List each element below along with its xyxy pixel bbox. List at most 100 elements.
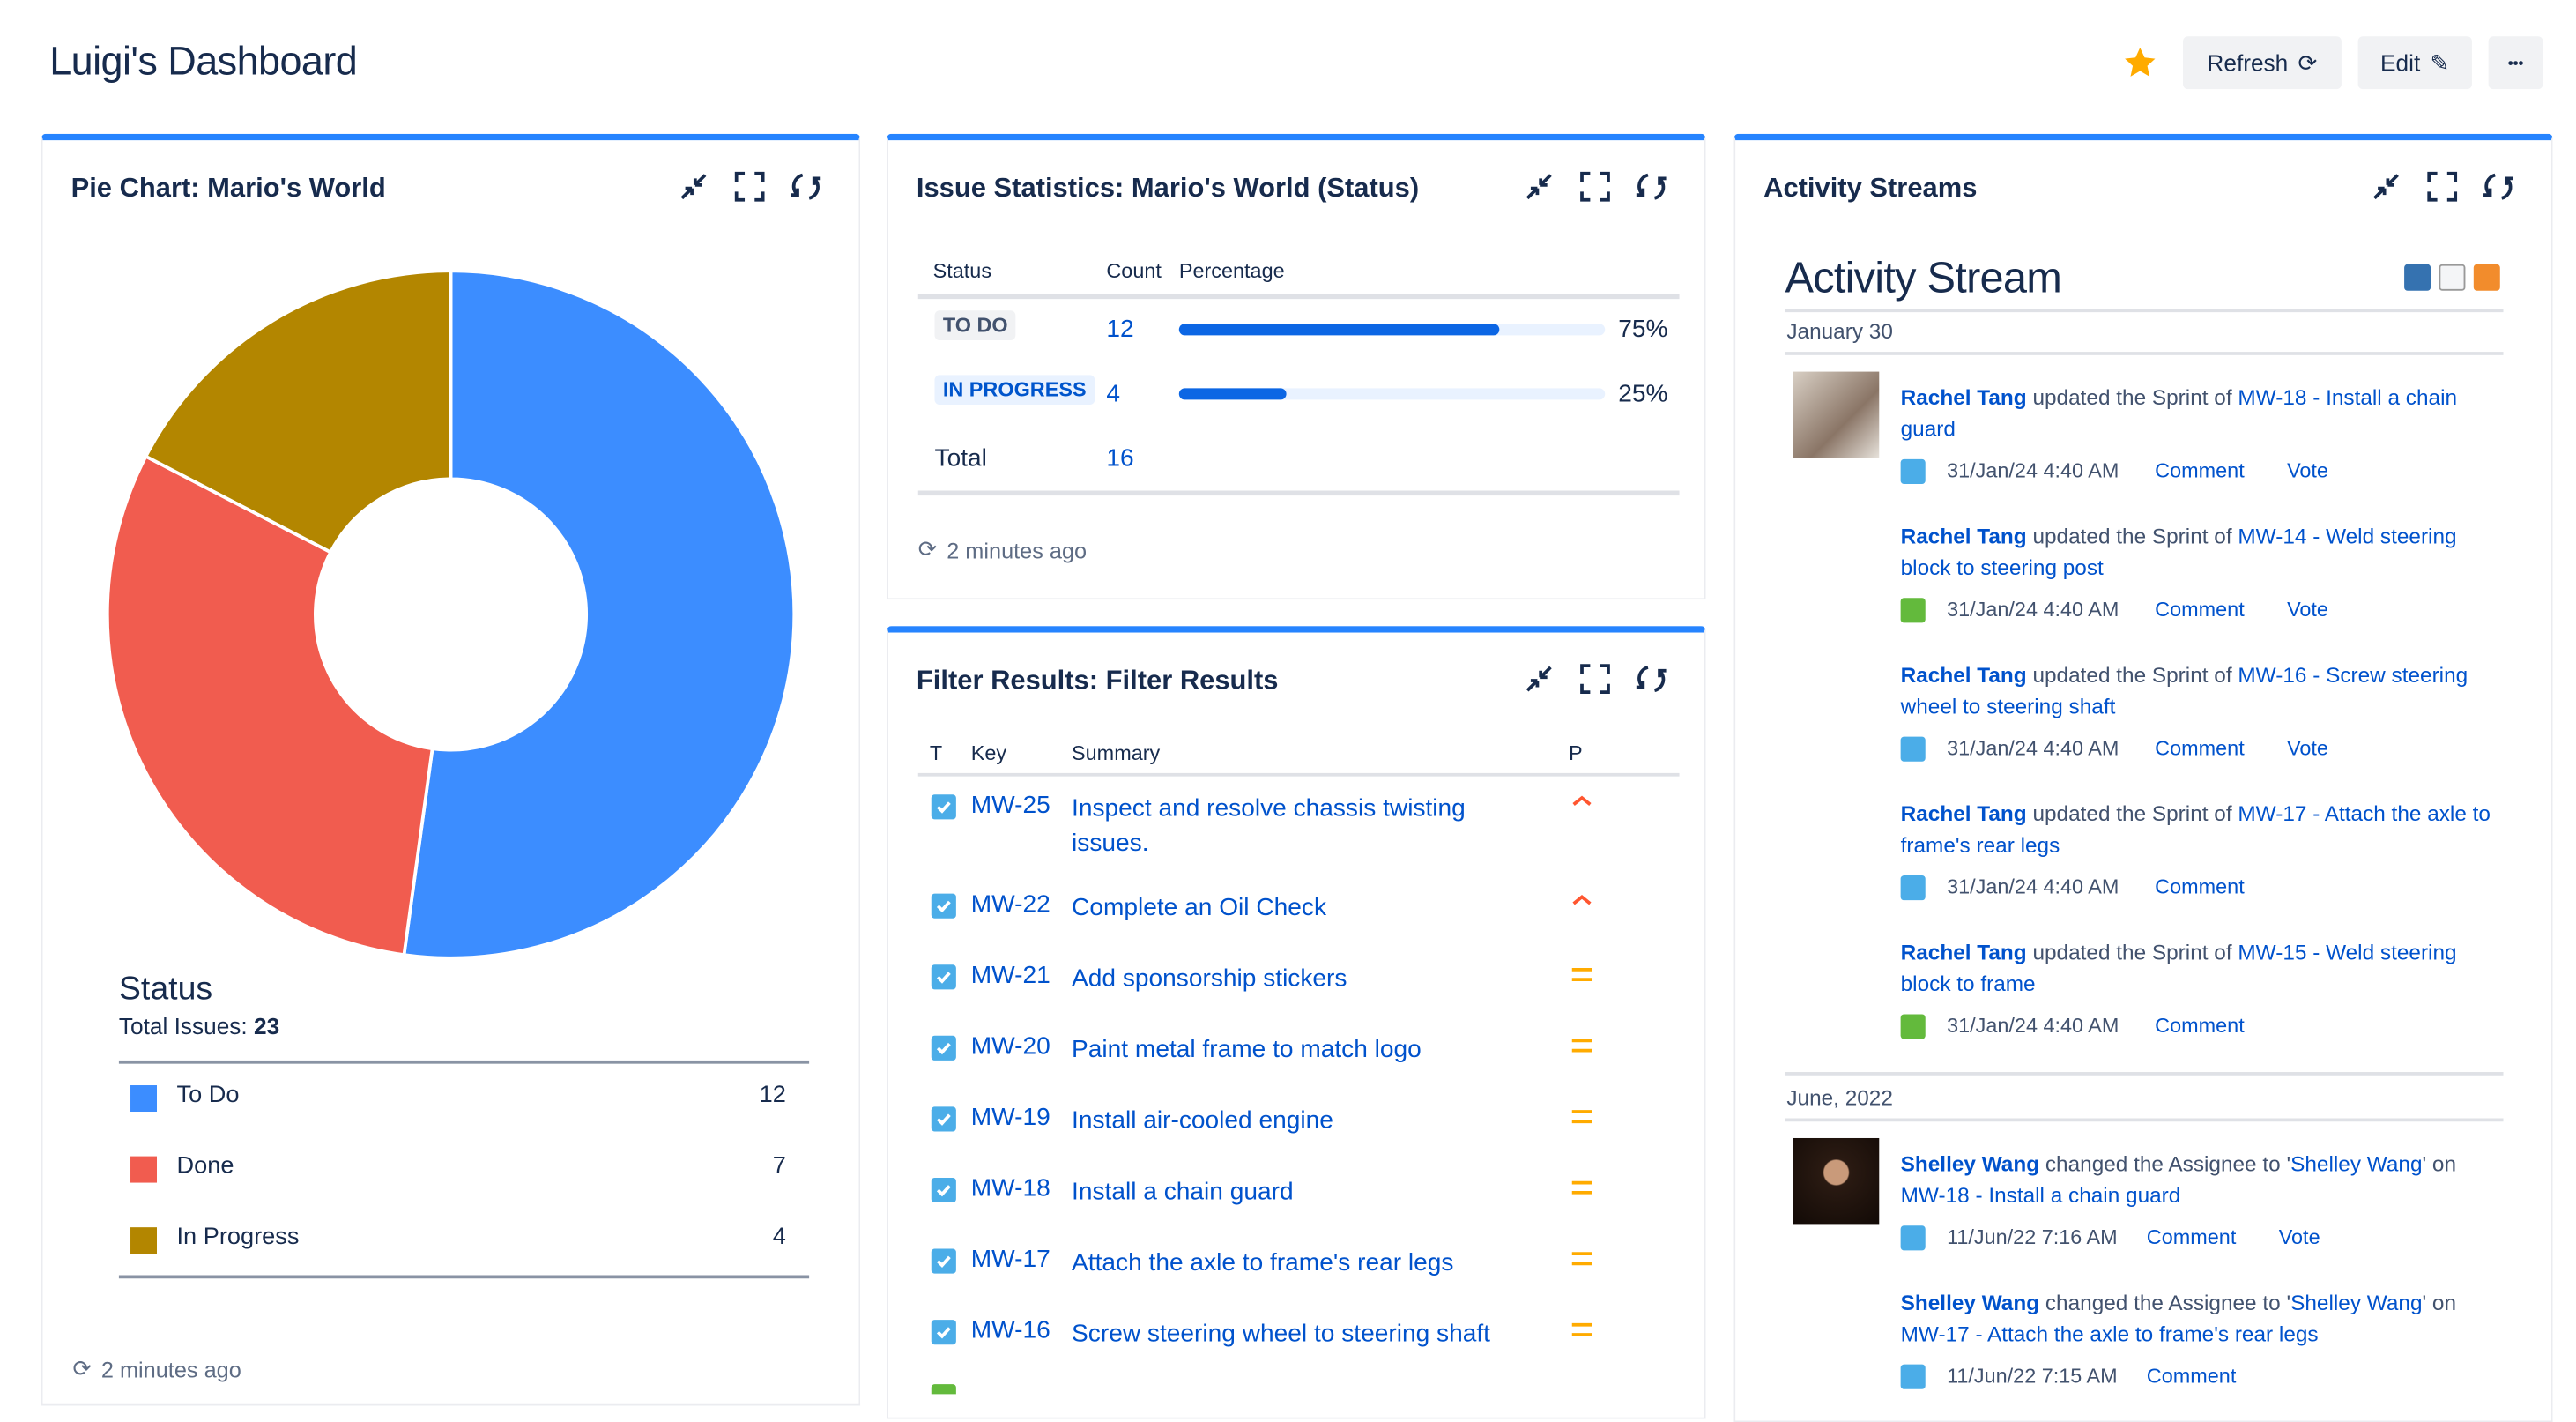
count-link[interactable]: 12 — [1106, 315, 1134, 344]
issue-link[interactable]: MW-18 - Install a chain guard — [1900, 1182, 2181, 1208]
assignee-link[interactable]: Shelley Wang — [2290, 1150, 2423, 1177]
task-icon — [931, 794, 956, 820]
comment-link[interactable]: Comment — [2155, 875, 2245, 899]
panel-controls — [1523, 662, 1668, 695]
comment-link[interactable]: Comment — [2155, 736, 2245, 760]
legend-item[interactable]: To Do 12 — [119, 1082, 809, 1114]
maximize-icon[interactable] — [1578, 170, 1611, 203]
minimize-icon[interactable] — [2370, 170, 2402, 203]
issue-link[interactable]: MW-17 - Attach the axle to frame's rear … — [1900, 800, 2491, 858]
issue-summary[interactable]: Screw steering wheel to steering shaft — [1072, 1320, 1490, 1348]
user-link[interactable]: Rachel Tang — [1900, 940, 2027, 965]
comment-link[interactable]: Comment — [2146, 1364, 2237, 1388]
count-link[interactable]: 4 — [1106, 379, 1121, 408]
issue-link[interactable]: MW-16 - Screw steering wheel to steering… — [1900, 662, 2468, 719]
user-link[interactable]: Shelley Wang — [1900, 1290, 2040, 1315]
panel-title: Pie Chart: Mario's World — [71, 173, 386, 204]
task-icon — [1900, 1364, 1926, 1389]
column-header: Count — [1106, 259, 1162, 283]
user-link[interactable]: Rachel Tang — [1900, 800, 2027, 826]
comment-link[interactable]: Comment — [2146, 1225, 2237, 1249]
pencil-icon: ✎ — [2430, 48, 2450, 76]
full-view-icon[interactable] — [2404, 264, 2431, 291]
issue-key[interactable]: MW-21 — [970, 961, 1050, 990]
vote-link[interactable]: Vote — [2287, 458, 2328, 483]
issue-link[interactable]: MW-15 - Weld steering block to frame — [1900, 940, 2457, 996]
comment-link[interactable]: Comment — [2155, 598, 2245, 622]
status-badge[interactable]: TO DO — [934, 310, 1016, 340]
issue-key[interactable]: MW-25 — [970, 791, 1050, 820]
issue-summary[interactable]: Add sponsorship stickers — [1072, 964, 1347, 994]
panel-controls — [677, 170, 822, 203]
issue-summary[interactable]: Install air-cooled engine — [1072, 1106, 1333, 1135]
maximize-icon[interactable] — [2425, 170, 2458, 203]
pie-slice-done[interactable] — [106, 454, 434, 957]
user-link[interactable]: Shelley Wang — [1900, 1150, 2040, 1177]
minimize-icon[interactable] — [1523, 170, 1555, 203]
avatar[interactable] — [1793, 371, 1880, 458]
task-icon — [931, 893, 956, 919]
legend-item[interactable]: In Progress 4 — [119, 1224, 809, 1256]
updated-time: ⟳ 2 minutes ago — [72, 1356, 241, 1382]
issue-summary[interactable]: Paint metal frame to match logo — [1072, 1035, 1422, 1064]
refresh-icon[interactable] — [1635, 170, 1667, 203]
user-link[interactable]: Rachel Tang — [1900, 384, 2027, 410]
percent-label: 75% — [1618, 315, 1668, 344]
panel-title: Issue Statistics: Mario's World (Status) — [916, 173, 1420, 204]
issue-summary[interactable]: Inspect and resolve chassis twisting iss… — [1072, 794, 1466, 858]
panel-title: Activity Streams — [1763, 173, 1978, 204]
issue-summary[interactable]: Attach the axle to frame's rear legs — [1072, 1248, 1454, 1277]
task-icon — [931, 1106, 956, 1132]
vote-link[interactable]: Vote — [2287, 598, 2328, 622]
issue-key[interactable]: MW-17 — [970, 1245, 1050, 1274]
issue-key[interactable]: MW-16 — [970, 1316, 1050, 1345]
issue-key[interactable]: MW-19 — [970, 1103, 1050, 1132]
issue-link[interactable]: MW-18 - Install a chain guard — [1900, 384, 2458, 442]
comment-link[interactable]: Comment — [2155, 1014, 2245, 1038]
legend-swatch — [130, 1227, 158, 1254]
maximize-icon[interactable] — [733, 170, 766, 203]
priority-medium-icon — [1571, 1322, 1592, 1336]
updated-text: 2 minutes ago — [100, 1357, 241, 1382]
issue-link[interactable]: MW-17 - Attach the axle to frame's rear … — [1900, 1321, 2319, 1347]
vote-link[interactable]: Vote — [2287, 736, 2328, 760]
task-icon — [931, 1320, 956, 1345]
minimize-icon[interactable] — [1523, 662, 1555, 695]
user-link[interactable]: Rachel Tang — [1900, 662, 2027, 688]
total-link[interactable]: 16 — [1106, 444, 1134, 473]
issue-summary[interactable]: Complete an Oil Check — [1072, 893, 1327, 922]
issue-link[interactable]: MW-14 - Weld steering block to steering … — [1900, 523, 2457, 580]
refresh-icon[interactable] — [790, 170, 822, 203]
refresh-button[interactable]: Refresh ⟳ — [2183, 36, 2342, 90]
more-button[interactable]: ••• — [2488, 36, 2543, 90]
legend-item[interactable]: Done 7 — [119, 1153, 809, 1186]
issue-key[interactable]: MW-20 — [970, 1032, 1050, 1061]
list-view-icon[interactable] — [2439, 264, 2466, 291]
assignee-link[interactable]: Shelley Wang — [2290, 1290, 2423, 1315]
vote-link[interactable]: Vote — [2278, 1225, 2320, 1249]
issue-key[interactable]: MW-18 — [970, 1174, 1050, 1203]
column-header: P — [1569, 741, 1583, 765]
rss-icon[interactable] — [2473, 264, 2500, 291]
edit-button[interactable]: Edit ✎ — [2357, 36, 2472, 90]
edit-label: Edit — [2380, 49, 2421, 77]
minimize-icon[interactable] — [677, 170, 709, 203]
star-icon[interactable] — [2122, 45, 2158, 81]
task-icon — [1900, 458, 1926, 484]
pie-slice-to-do[interactable] — [402, 269, 797, 960]
refresh-icon[interactable] — [1635, 662, 1667, 695]
timestamp: 11/Jun/22 7:16 AM — [1947, 1225, 2118, 1249]
maximize-icon[interactable] — [1578, 662, 1611, 695]
issue-statistics-panel: Issue Statistics: Mario's World (Status)… — [887, 133, 1706, 600]
pie-slice-in-progress[interactable] — [143, 269, 453, 555]
comment-link[interactable]: Comment — [2155, 458, 2245, 483]
task-icon — [1900, 875, 1926, 901]
issue-key[interactable]: MW-22 — [970, 890, 1050, 919]
refresh-icon[interactable] — [2482, 170, 2514, 203]
status-badge[interactable]: IN PROGRESS — [934, 375, 1095, 406]
issue-summary[interactable]: Install a chain guard — [1072, 1177, 1294, 1206]
total-label: Total Issues: — [118, 1012, 248, 1039]
user-link[interactable]: Rachel Tang — [1900, 523, 2027, 549]
avatar[interactable] — [1793, 1137, 1880, 1225]
filter-results-panel: Filter Results: Filter Results T Key Sum… — [887, 626, 1706, 1419]
